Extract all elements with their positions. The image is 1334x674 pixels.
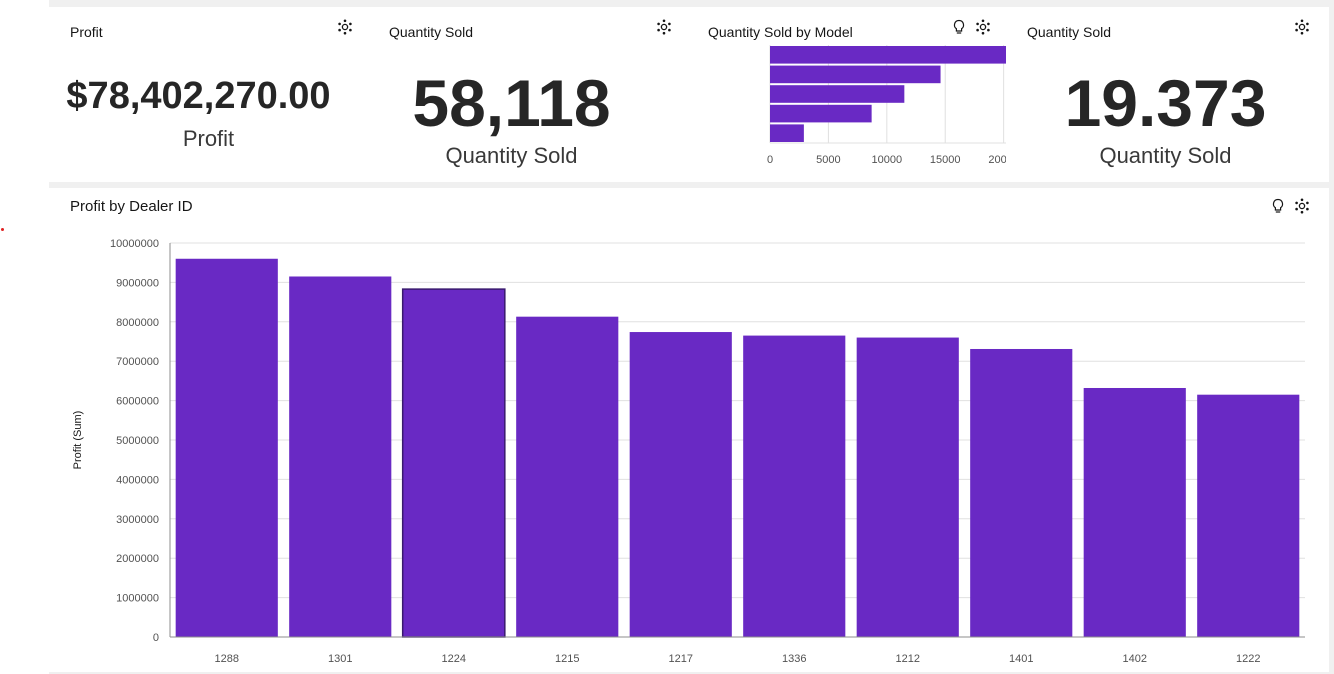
settings-icon[interactable] bbox=[656, 19, 672, 35]
quantity-sold-average-value: 19.373 bbox=[1064, 66, 1267, 140]
profit-value: $78,402,270.00 bbox=[66, 75, 331, 117]
x-tick-label: 0 bbox=[767, 154, 773, 166]
x-tick-label: 1212 bbox=[896, 653, 920, 665]
bar bbox=[1083, 387, 1186, 637]
quantity-sold-label: Quantity Sold bbox=[445, 143, 578, 168]
quantity-by-model-tile-title: Quantity Sold by Model bbox=[708, 24, 853, 40]
y-tick-label: 4000000 bbox=[116, 474, 159, 486]
bar bbox=[970, 348, 1073, 637]
bar bbox=[516, 316, 619, 637]
x-tick-label: 10000 bbox=[872, 154, 903, 166]
quantity-sold-average-tile-title: Quantity Sold bbox=[1027, 24, 1112, 40]
y-tick-label: 6000000 bbox=[116, 396, 159, 408]
y-tick-label: 7000000 bbox=[116, 356, 159, 368]
y-tick-label: 10000000 bbox=[110, 238, 159, 250]
x-tick-label: 1301 bbox=[328, 653, 352, 665]
quantity-sold-value: 58,118 bbox=[412, 66, 611, 140]
bar bbox=[770, 65, 941, 84]
bar bbox=[770, 85, 905, 103]
x-tick-label: 1222 bbox=[1236, 653, 1260, 665]
x-tick-label: 1217 bbox=[669, 653, 693, 665]
settings-icon[interactable] bbox=[337, 19, 353, 35]
quantity-sold-tile-title: Quantity Sold bbox=[389, 24, 474, 40]
profit-by-dealer-tile[interactable]: Profit by Dealer ID 0 1000000 2000000 30000… bbox=[49, 188, 1329, 672]
y-tick-label: 5000000 bbox=[116, 435, 159, 447]
y-tick-label: 2000000 bbox=[116, 553, 159, 565]
settings-icon[interactable] bbox=[975, 19, 991, 35]
x-tick-label: 1288 bbox=[215, 653, 239, 665]
quantity-sold-tile[interactable]: Quantity Sold 58,118 Quantity Sold bbox=[368, 7, 687, 182]
profit-by-dealer-chart: 0 1000000 2000000 3000000 4000000 5000000 6000… bbox=[72, 238, 1305, 665]
bar bbox=[743, 335, 846, 637]
bar bbox=[175, 258, 278, 637]
quantity-sold-average-label: Quantity Sold bbox=[1099, 143, 1232, 168]
quantity-sold-average-tile[interactable]: Quantity Sold 19.373 Quantity Sold bbox=[1006, 7, 1329, 182]
x-tick-label: 15000 bbox=[930, 154, 961, 166]
lightbulb-icon[interactable] bbox=[1270, 198, 1286, 214]
profit-label: Profit bbox=[182, 126, 235, 151]
x-tick-label: 1215 bbox=[555, 653, 579, 665]
x-tick-label: 20000 bbox=[988, 154, 1006, 166]
bar bbox=[770, 104, 872, 123]
bar bbox=[289, 276, 392, 637]
bar bbox=[629, 332, 732, 637]
settings-icon[interactable] bbox=[1294, 19, 1310, 35]
x-tick-label: 1336 bbox=[782, 653, 806, 665]
x-tick-label: 1224 bbox=[442, 653, 466, 665]
lightbulb-icon[interactable] bbox=[951, 19, 967, 35]
y-tick-label: 9000000 bbox=[116, 277, 159, 289]
dashboard-canvas: Profit $78,402,270.00 Profit Quantity So… bbox=[49, 0, 1334, 674]
profit-tile[interactable]: Profit $78,402,270.00 Profit bbox=[49, 7, 368, 182]
bar bbox=[401, 288, 506, 638]
bar bbox=[770, 124, 804, 142]
y-tick-label: 8000000 bbox=[116, 317, 159, 329]
x-tick-label: 1402 bbox=[1123, 653, 1147, 665]
x-tick-label: 1401 bbox=[1009, 653, 1033, 665]
bar bbox=[856, 337, 959, 637]
x-tick-label: 5000 bbox=[816, 154, 840, 166]
bar bbox=[770, 46, 1006, 64]
quantity-by-model-chart: 0 5000 10000 15000 20000 bbox=[767, 45, 1006, 166]
y-tick-label: 0 bbox=[153, 632, 159, 644]
profit-tile-title: Profit bbox=[70, 24, 103, 40]
profit-by-dealer-title: Profit by Dealer ID bbox=[70, 198, 193, 215]
bar bbox=[1197, 394, 1300, 637]
settings-icon[interactable] bbox=[1294, 198, 1310, 214]
quantity-by-model-tile[interactable]: Quantity Sold by Model 0 5000 10000 15000 20… bbox=[687, 7, 1006, 182]
y-tick-label: 1000000 bbox=[116, 593, 159, 605]
red-dot-marker bbox=[1, 228, 4, 231]
y-tick-label: 3000000 bbox=[116, 514, 159, 526]
y-axis-label: Profit (Sum) bbox=[72, 411, 84, 470]
